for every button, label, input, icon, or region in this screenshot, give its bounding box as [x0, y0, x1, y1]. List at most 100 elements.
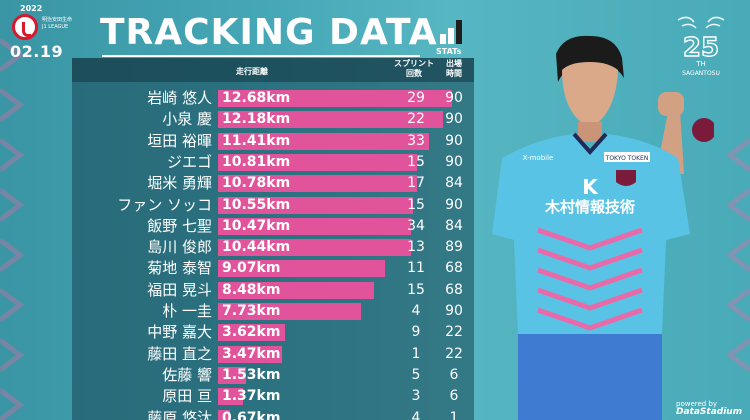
club-name: SAGANTOSU — [682, 70, 720, 77]
svg-text:K: K — [582, 175, 599, 199]
sprint-count: 17 — [407, 175, 425, 192]
sprint-count: 11 — [407, 260, 425, 277]
jersey-sponsor-top: TOKYO TOKEN — [605, 155, 649, 162]
distance-bar — [218, 345, 283, 363]
distance-value: 3.62km — [222, 324, 281, 341]
player-image: TOKYO TOKEN X-mobile 木村情報技術 K — [492, 35, 714, 420]
column-header-sprint-line1: スプリント — [394, 59, 434, 68]
sprint-count: 13 — [407, 239, 425, 256]
table-header-band — [72, 58, 474, 82]
table-row: 岩崎 悠人 12.68km 29 90 — [72, 88, 474, 109]
distance-bar — [218, 196, 413, 214]
distance-bar — [218, 90, 452, 107]
column-header-distance: 走行距離 — [236, 67, 268, 76]
player-name: 島川 俊郎 — [147, 238, 212, 257]
distance-bar — [218, 111, 443, 129]
sprint-count: 5 — [411, 366, 421, 383]
distance-bar — [218, 388, 244, 406]
sprint-count: 33 — [407, 132, 425, 149]
distance-bar — [218, 132, 429, 150]
table-row: ファン ソッコ 10.55km 15 90 — [72, 195, 474, 216]
distance-bar — [218, 239, 411, 257]
play-time: 90 — [445, 132, 463, 149]
club-crest-icon: 25 TH SAGANTOSU — [677, 16, 725, 77]
table-row: 福田 晃斗 8.48km 15 68 — [72, 280, 474, 301]
season-year: 2022 — [20, 4, 43, 13]
player-name: 藤田 直之 — [147, 344, 212, 363]
table-row: 原田 亘 1.37km 3 6 — [72, 386, 474, 407]
player-name: 岩崎 悠人 — [147, 89, 212, 107]
distance-bar — [218, 175, 417, 193]
distance-value: 8.48km — [222, 281, 281, 298]
sprint-count: 15 — [407, 153, 425, 170]
stats-bars-icon — [440, 20, 462, 44]
sprint-count: 15 — [407, 281, 425, 298]
play-time: 22 — [445, 345, 463, 362]
sprint-count: 3 — [411, 388, 421, 405]
table-row: 垣田 裕暉 11.41km 33 90 — [72, 131, 474, 152]
player-name: 堀米 勇輝 — [147, 174, 212, 193]
sprint-count: 4 — [411, 303, 421, 319]
distance-bar — [218, 303, 361, 320]
play-time: 68 — [445, 260, 463, 277]
match-date: 02.19 — [10, 42, 64, 61]
jersey-sponsor-left: X-mobile — [523, 154, 554, 162]
table-row: 小泉 慶 12.18km 22 90 — [72, 109, 474, 130]
play-time: 90 — [445, 111, 463, 128]
table-row: 藤田 直之 3.47km 1 22 — [72, 344, 474, 365]
chevron-pattern-left — [0, 38, 25, 420]
player-name: 朴 一圭 — [162, 302, 212, 320]
player-name: ジエゴ — [166, 152, 212, 171]
sprint-count: 1 — [411, 345, 421, 362]
title-underline — [102, 55, 420, 57]
play-time: 68 — [445, 281, 463, 298]
player-name: 藤原 悠汰 — [147, 408, 212, 420]
distance-value: 10.81km — [222, 153, 291, 170]
table-row: 堀米 勇輝 10.78km 17 84 — [72, 173, 474, 194]
page-title: TRACKING DATA — [100, 12, 438, 53]
chevron-pattern-right — [725, 138, 750, 372]
column-header-time: 出場 時間 — [437, 59, 471, 79]
distance-bar — [218, 409, 231, 420]
club-anniversary: 25 — [683, 33, 719, 63]
stats-logo: STATs — [436, 20, 466, 56]
table-row: ジエゴ 10.81km 15 90 — [72, 152, 474, 173]
play-time: 6 — [449, 366, 459, 383]
player-name: 中野 嘉大 — [147, 323, 212, 342]
play-time: 90 — [445, 90, 463, 106]
column-header-time-line2: 時間 — [446, 69, 462, 78]
column-header-sprint: スプリント 回数 — [394, 59, 434, 79]
distance-value: 11.41km — [222, 132, 291, 149]
player-name: 佐藤 響 — [162, 365, 212, 384]
distance-value: 12.68km — [222, 90, 291, 106]
table-row: 藤原 悠汰 0.67km 4 1 — [72, 408, 474, 420]
distance-bar — [218, 281, 375, 299]
provider-name: DataStadium — [676, 407, 743, 417]
table-row: 島川 俊郎 10.44km 13 89 — [72, 237, 474, 258]
sprint-count: 22 — [407, 111, 425, 128]
table-row: 朴 一圭 7.73km 4 90 — [72, 301, 474, 322]
sprint-count: 4 — [411, 409, 421, 420]
table-row: 菊地 泰智 9.07km 11 68 — [72, 258, 474, 279]
jersey-sponsor-chest: 木村情報技術 — [544, 198, 635, 216]
player-name: 福田 晃斗 — [147, 280, 212, 299]
distance-value: 12.18km — [222, 111, 291, 128]
distance-value: 10.44km — [222, 239, 291, 256]
distance-value: 10.78km — [222, 175, 291, 192]
player-name: 小泉 慶 — [162, 110, 212, 129]
distance-bar — [218, 153, 418, 171]
distance-value: 10.47km — [222, 217, 291, 234]
play-time: 90 — [445, 153, 463, 170]
table-row: 飯野 七聖 10.47km 34 84 — [72, 216, 474, 237]
club-anniversary-suffix: TH — [695, 60, 706, 68]
distance-bar — [218, 217, 412, 235]
player-name: 飯野 七聖 — [147, 216, 212, 235]
play-time: 1 — [449, 409, 459, 420]
distance-value: 1.53km — [222, 366, 281, 383]
play-time: 84 — [445, 217, 463, 234]
distance-value: 3.47km — [222, 345, 281, 362]
league-name: 明治安田生命 J1 LEAGUE — [42, 17, 73, 30]
play-time: 90 — [445, 196, 463, 213]
table-row: 佐藤 響 1.53km 5 6 — [72, 365, 474, 386]
league-badge: 2022 明治安田生命 J1 LEAGUE 02.19 — [6, 4, 74, 61]
